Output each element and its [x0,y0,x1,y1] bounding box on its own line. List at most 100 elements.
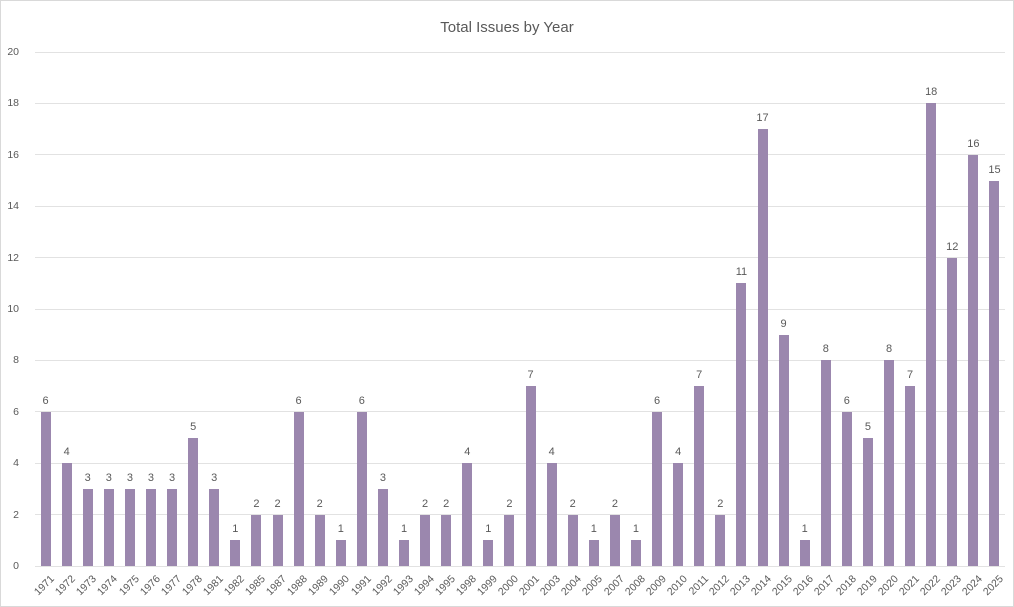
bar-value-label-1978: 5 [190,420,197,433]
bar-2007 [609,514,620,566]
x-axis-label-2025: 2025 [980,573,1006,599]
x-axis-label-2000: 2000 [495,573,521,599]
x-axis-label-2017: 2017 [812,573,838,599]
bar-value-label-2003: 4 [548,446,555,459]
bar-2024 [968,154,979,566]
bar-2005 [588,540,599,566]
bar-1987 [272,514,283,566]
x-axis-label-2011: 2011 [686,573,711,598]
bar-1976 [145,488,156,566]
bar-value-label-1982: 1 [232,523,239,536]
bar-2025 [989,180,1000,566]
x-axis-label-1978: 1978 [179,573,205,599]
bar-value-label-1976: 3 [147,471,155,484]
x-axis-label-1991: 1991 [348,573,374,599]
bar-value-label-1995: 2 [443,497,450,510]
bar-2016 [799,540,810,566]
bar-value-label-2007: 2 [611,497,618,510]
x-axis-label-2003: 2003 [538,573,564,599]
bar-value-label-2004: 2 [569,497,576,510]
x-axis-label-2012: 2012 [706,573,732,599]
bar-2018 [841,411,852,566]
bar-1992 [377,488,388,566]
bar-1971 [40,411,51,566]
bar-2010 [673,463,684,566]
bar-2008 [630,540,641,566]
bar-2015 [778,334,789,566]
bar-value-label-1989: 2 [316,497,323,510]
x-axis-label-2015: 2015 [770,573,796,599]
gridline-6 [35,411,1005,413]
bar-value-label-1999: 1 [485,523,492,536]
bar-value-label-2019: 5 [864,420,871,433]
bar-2019 [862,437,873,566]
y-axis-label-8: 8 [13,354,19,367]
y-axis-label-20: 20 [7,46,19,58]
x-axis-label-2019: 2019 [854,573,880,599]
x-axis-label-1994: 1994 [411,573,437,599]
bar-value-label-2018: 6 [843,394,850,407]
bar-value-label-1974: 3 [105,471,112,484]
gridline-4 [35,462,1005,464]
bar-value-label-1998: 4 [464,446,471,459]
bar-2009 [652,411,663,566]
x-axis-label-1973: 1973 [74,573,100,599]
bar-1982 [230,540,241,566]
x-axis-label-1992: 1992 [369,573,395,599]
bar-value-label-2000: 2 [506,497,513,510]
bar-value-label-2012: 2 [717,497,724,510]
bar-value-label-2017: 8 [822,343,829,356]
bar-value-label-2013: 11 [735,266,748,279]
bar-value-label-2005: 1 [590,523,597,536]
bar-value-label-1972: 4 [63,446,70,459]
y-axis-label-12: 12 [7,251,19,264]
x-axis-label-1976: 1976 [137,573,163,599]
x-axis-label-2007: 2007 [601,573,627,599]
bar-2017 [820,360,831,566]
gridline-18 [35,102,1005,104]
gridline-2 [35,514,1005,516]
bar-2021 [905,386,916,566]
y-axis-label-16: 16 [7,148,19,161]
bar-value-label-2016: 1 [801,523,808,536]
bar-1990 [335,540,346,566]
bar-2000 [504,514,515,566]
bar-2003 [546,463,557,566]
bar-value-label-1985: 2 [253,497,260,510]
bar-value-label-1981: 3 [211,471,218,484]
x-axis-label-1989: 1989 [306,573,332,599]
x-axis-label-1998: 1998 [453,573,479,599]
bar-1993 [399,540,410,566]
x-axis-label-2022: 2022 [917,573,943,599]
bar-1988 [293,411,304,566]
gridline-10 [35,308,1005,310]
bar-value-label-2025: 15 [988,163,1001,176]
bar-2023 [947,257,958,566]
x-axis-label-1971: 1971 [32,573,58,599]
bar-value-label-2024: 16 [967,137,980,150]
bar-value-label-2001: 7 [527,369,534,382]
x-axis-label-1988: 1988 [285,573,311,599]
bar-1991 [356,411,367,566]
bar-value-label-2014: 17 [756,112,769,125]
x-axis-label-1999: 1999 [474,573,500,599]
bar-1999 [483,540,494,566]
bar-1972 [61,463,72,566]
x-axis-label-2014: 2014 [748,573,774,599]
gridline-14 [35,205,1005,207]
y-axis-label-2: 2 [13,508,19,521]
x-axis-label-2016: 2016 [791,573,817,599]
x-axis-label-1993: 1993 [390,573,416,599]
bar-1977 [167,488,178,566]
bar-2013 [736,283,747,566]
bar-value-label-2008: 1 [632,523,640,536]
y-axis-label-4: 4 [13,457,19,470]
bar-value-label-1987: 2 [274,497,281,510]
x-axis-label-2001: 2001 [517,573,543,599]
bar-1981 [209,488,220,566]
y-axis-label-6: 6 [13,405,19,418]
gridline-12 [35,257,1005,259]
x-axis-label-2023: 2023 [938,573,964,599]
bar-value-label-2023: 12 [946,240,959,253]
bar-value-label-1971: 6 [42,394,49,407]
